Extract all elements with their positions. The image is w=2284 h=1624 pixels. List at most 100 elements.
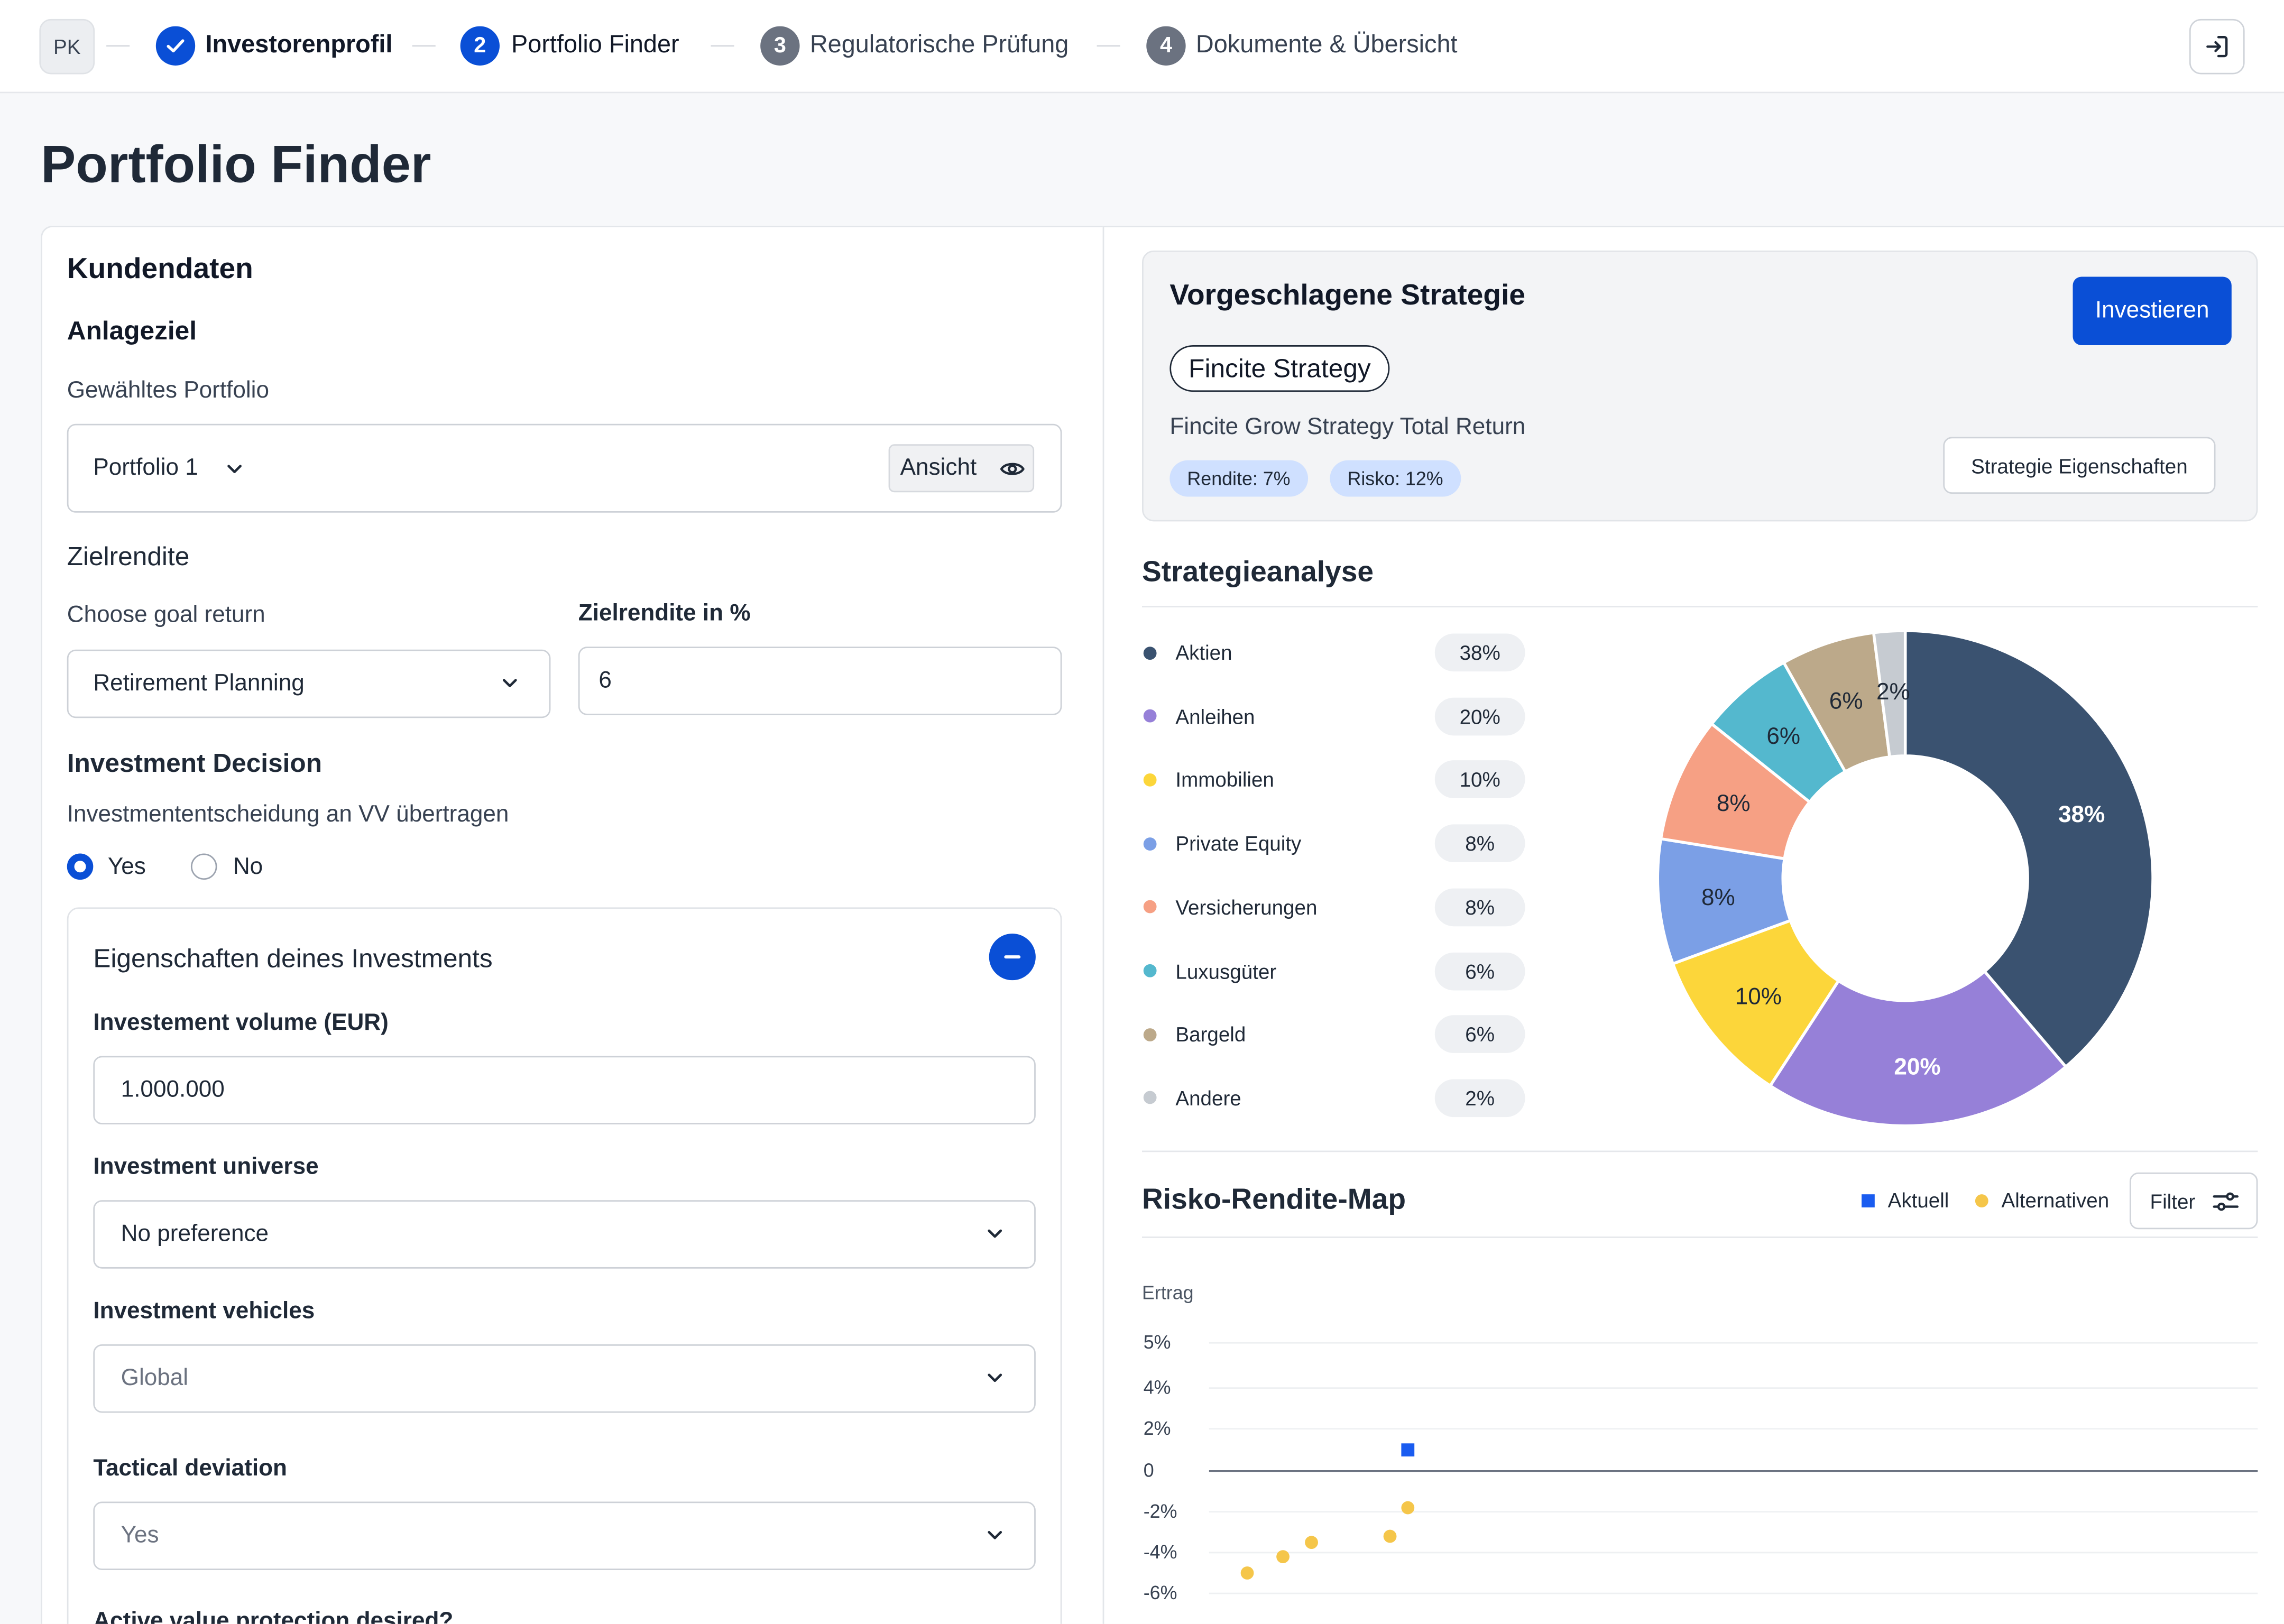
portfolio-select[interactable]: Portfolio 1 <box>93 456 198 481</box>
chevron-down-icon <box>988 1531 1002 1539</box>
alternative-point[interactable] <box>1305 1536 1318 1549</box>
donut-slice[interactable] <box>1872 629 1907 759</box>
return-badge: Rendite: 7% <box>1169 460 1308 497</box>
donut-label: 8% <box>1701 884 1735 910</box>
chevron-down-icon <box>502 679 517 687</box>
legend-percentage: 38% <box>1434 633 1525 672</box>
alternative-point[interactable] <box>1240 1566 1254 1580</box>
suggested-strategy-title: Vorgeschlagene Strategie <box>1169 279 1526 312</box>
page-title: Portfolio Finder <box>41 134 431 194</box>
goal-return-select[interactable] <box>67 649 551 718</box>
step-2-label[interactable]: Portfolio Finder <box>511 30 679 59</box>
target-return-input[interactable] <box>578 647 1062 715</box>
radio-yes-label: Yes <box>107 855 146 880</box>
legend-label: Andere <box>1175 1086 1241 1110</box>
legend-percentage: 6% <box>1434 1015 1525 1054</box>
alternatives-legend-swatch <box>1975 1194 1988 1207</box>
alternative-point[interactable] <box>1401 1501 1415 1515</box>
allocation-donut-chart: 38% 20% 10% 8% 8% 6% 6% 2% <box>1656 629 2154 1128</box>
donut-label: 10% <box>1735 983 1782 1009</box>
legend-dot <box>1143 645 1157 659</box>
alternative-point[interactable] <box>1383 1529 1397 1543</box>
alternatives-legend-label: Alternativen <box>2001 1188 2110 1212</box>
legend-percentage: 6% <box>1434 952 1525 990</box>
goal-return-label: Choose goal return <box>67 603 265 628</box>
legend-label: Anleihen <box>1175 704 1255 728</box>
legend-dot <box>1143 837 1157 850</box>
y-tick-label: -4% <box>1143 1540 1177 1563</box>
chevron-down-icon <box>988 1373 1002 1382</box>
donut-label: 6% <box>1829 688 1863 714</box>
chevron-down-icon[interactable] <box>224 459 245 479</box>
invest-button[interactable]: Investieren <box>2073 276 2232 345</box>
riskmap-ylabel: Ertrag <box>1141 1281 1194 1304</box>
step-separator <box>711 45 734 47</box>
legend-dot <box>1143 900 1157 914</box>
anlageziel-title: Anlageziel <box>67 316 197 345</box>
donut-label: 20% <box>1894 1054 1940 1080</box>
view-portfolio-button[interactable]: Ansicht <box>888 444 1035 493</box>
strategy-name: Fincite Grow Strategy Total Return <box>1169 415 1526 440</box>
chevron-down-icon <box>988 1229 1002 1238</box>
sliders-icon <box>2213 1192 2239 1211</box>
radio-no-label: No <box>233 855 263 880</box>
legend-label: Versicherungen <box>1175 895 1318 919</box>
universe-select[interactable] <box>93 1200 1036 1269</box>
y-tick-label: 2% <box>1143 1417 1171 1440</box>
tactical-select[interactable] <box>93 1501 1036 1570</box>
strategy-tag: Fincite Strategy <box>1169 345 1390 392</box>
divider <box>1141 606 2258 607</box>
donut-label: 38% <box>2058 801 2105 827</box>
legend-percentage: 10% <box>1434 761 1525 799</box>
donut-slice[interactable] <box>1903 629 2154 1069</box>
step-3-number: 3 <box>760 26 800 66</box>
donut-label: 8% <box>1717 790 1751 816</box>
step-3-label[interactable]: Regulatorische Prüfung <box>809 30 1069 59</box>
vehicles-value: Global <box>121 1366 189 1391</box>
step-1-label[interactable]: Investorenprofil <box>205 30 393 59</box>
donut-slice[interactable] <box>1768 969 2068 1128</box>
current-legend-swatch <box>1862 1194 1875 1207</box>
radio-no[interactable] <box>190 853 217 880</box>
protection-label: Active value protection desired? <box>93 1609 454 1624</box>
legend-percentage: 2% <box>1434 1079 1525 1117</box>
legend-dot <box>1143 709 1157 723</box>
step-separator <box>412 45 436 47</box>
legend-dot <box>1143 773 1157 787</box>
alternative-point[interactable] <box>1276 1550 1290 1564</box>
filter-button[interactable]: Filter <box>2129 1172 2258 1230</box>
step-4-label[interactable]: Dokumente & Übersicht <box>1195 30 1458 59</box>
decision-question: Investmententscheidung an VV übertragen <box>67 802 509 827</box>
y-tick-label: 5% <box>1143 1331 1171 1353</box>
vehicles-select[interactable] <box>93 1344 1036 1413</box>
logout-button[interactable] <box>2189 19 2245 75</box>
donut-slice[interactable] <box>1671 918 1841 1088</box>
current-legend-label: Aktuell <box>1887 1188 1949 1212</box>
step-separator <box>106 45 130 47</box>
riskmap-title: Risko-Rendite-Map <box>1141 1184 1406 1216</box>
target-return-value: 6 <box>598 668 612 694</box>
legend-dot <box>1143 964 1157 977</box>
properties-title: Eigenschaften deines Investments <box>93 944 493 973</box>
current-point[interactable] <box>1401 1443 1415 1457</box>
portfolio-label: Gewähltes Portfolio <box>67 379 269 404</box>
universe-value: No preference <box>121 1222 269 1247</box>
divider <box>1141 1150 2258 1152</box>
legend-percentage: 8% <box>1434 888 1525 926</box>
legend-label: Immobilien <box>1175 768 1274 792</box>
legend-dot <box>1143 1028 1157 1041</box>
risk-return-scatter <box>1209 1342 2258 1594</box>
logout-icon <box>2206 36 2228 58</box>
volume-input[interactable] <box>93 1056 1036 1124</box>
y-tick-label: 0 <box>1143 1459 1154 1481</box>
avatar[interactable]: PK <box>39 19 95 75</box>
y-tick-label: 4% <box>1143 1376 1171 1398</box>
eye-icon <box>1000 463 1025 475</box>
strategy-properties-button[interactable]: Strategie Eigenschaften <box>1943 437 2216 494</box>
zielrendite-title: Zielrendite <box>67 541 190 571</box>
legend-label: Bargeld <box>1175 1022 1246 1046</box>
collapse-button[interactable] <box>989 934 1036 981</box>
volume-value: 1.000.000 <box>121 1077 225 1103</box>
step-separator <box>1097 45 1120 47</box>
radio-yes[interactable] <box>67 853 94 880</box>
